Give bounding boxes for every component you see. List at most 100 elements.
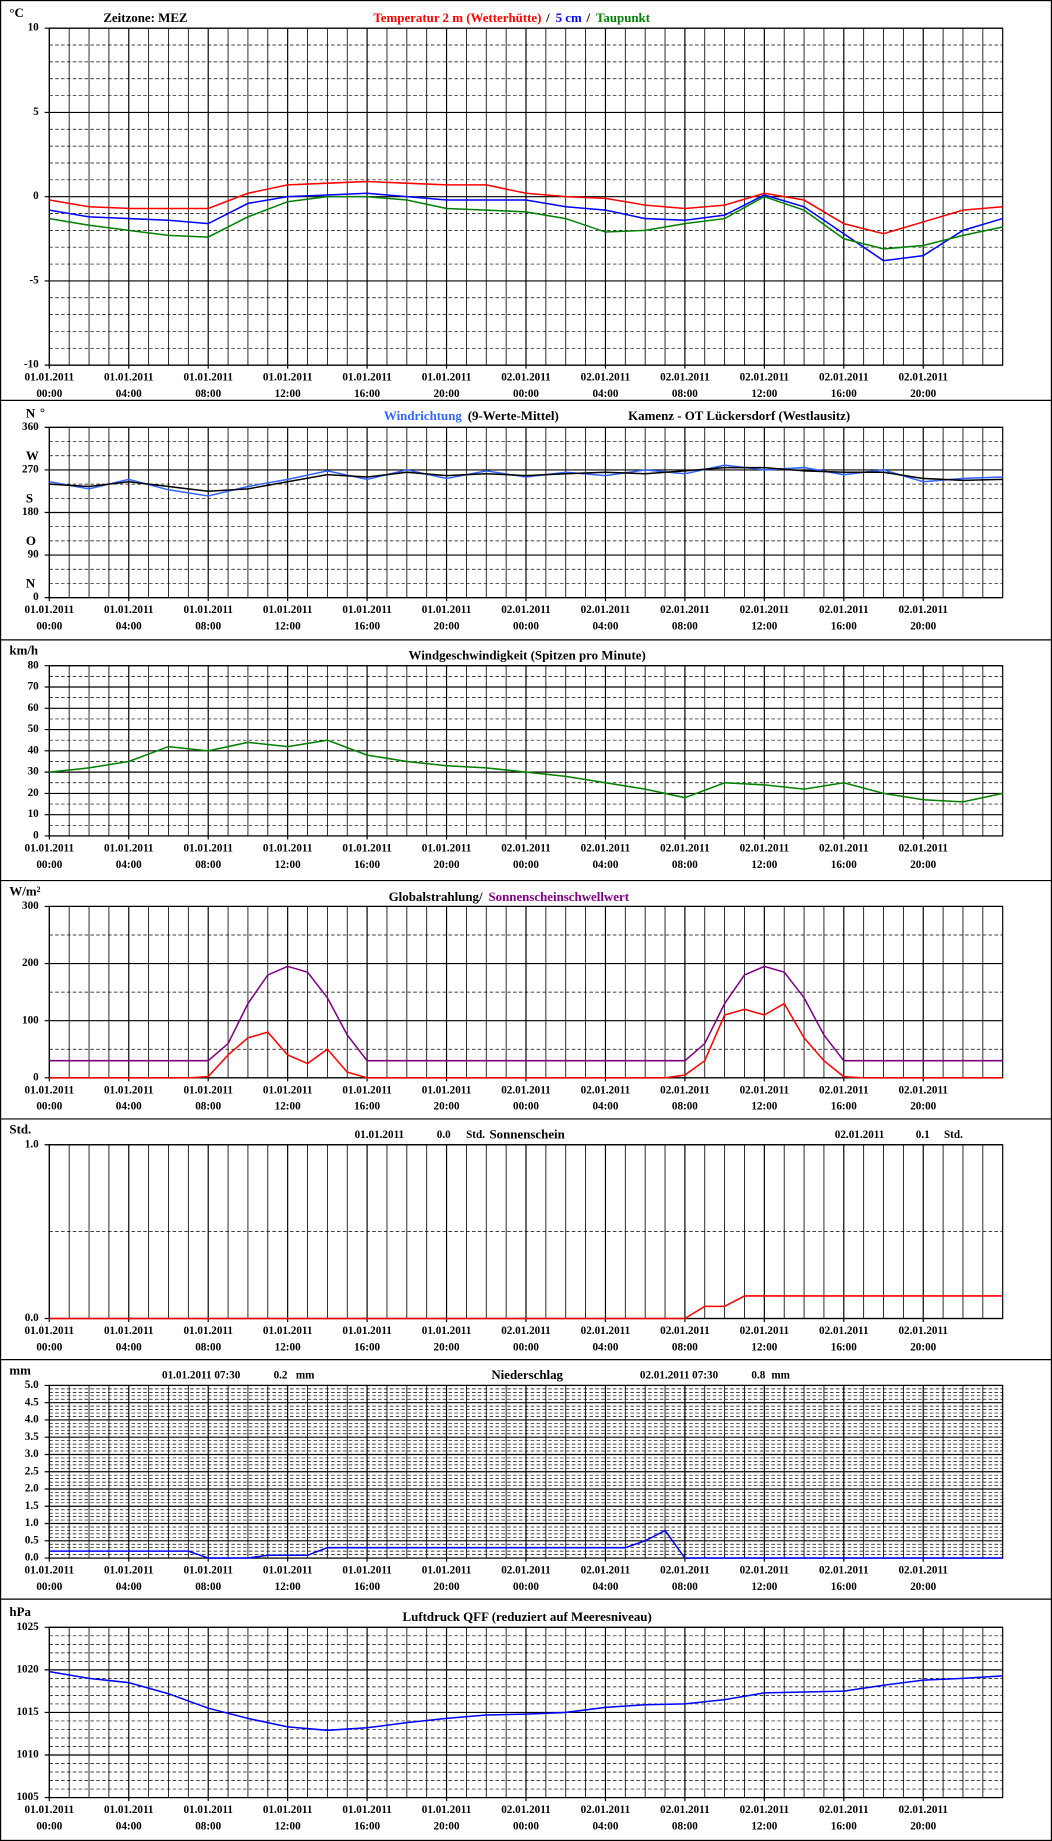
x-tick-label: 12:00 [751,388,777,400]
x-tick-date: 02.01.2011 [581,1325,631,1337]
legend: Globalstrahlung/ Sonnenscheinschwellwert [389,889,630,904]
x-tick-label: 20:00 [910,621,936,633]
x-tick-label: 16:00 [831,1820,857,1832]
x-tick-label: 16:00 [831,1581,857,1593]
x-tick-label: 04:00 [592,1341,618,1353]
chart-title: Windgeschwindigkeit (Spitzen pro Minute) [409,647,646,662]
x-tick-date: 01.01.2011 [422,1084,472,1096]
x-tick-date: 01.01.2011 [104,1565,154,1577]
legend-entry: Taupunkt [596,10,651,25]
x-tick-date: 02.01.2011 [819,372,869,384]
x-tick-date: 02.01.2011 [501,1565,551,1577]
chart-title: Luftdruck QFF (reduziert auf Meeresnivea… [403,1609,652,1624]
x-tick-label: 04:00 [592,1581,618,1593]
x-tick-date: 01.01.2011 [342,1084,392,1096]
y-tick-label: 2.0 [25,1483,39,1495]
series-line [49,195,1003,250]
x-tick-date: 02.01.2011 [660,1565,710,1577]
legend-entry: Globalstrahlung [389,889,480,904]
x-tick-label: 12:00 [275,1341,301,1353]
x-tick-date: 02.01.2011 [740,842,790,854]
x-tick-date: 01.01.2011 [342,842,392,854]
x-tick-date: 01.01.2011 [263,372,313,384]
x-tick-label: 20:00 [910,859,936,871]
x-tick-label: 04:00 [116,859,142,871]
legend: Temperatur 2 m (Wetterhütte) / 5 cm / Taupun… [373,10,650,25]
x-tick-label: 08:00 [672,621,698,633]
x-tick-label: 20:00 [434,388,460,400]
chart-title: Niederschlag [491,1367,563,1382]
y-tick-label: 200 [22,957,39,969]
y-tick-label: 5.0 [25,1379,39,1391]
x-tick-date: 01.01.2011 [422,1565,472,1577]
y-tick-label: 0 [33,591,39,603]
x-tick-label: 20:00 [910,1820,936,1832]
compass-label: N [26,405,36,420]
y-tick-label: 100 [22,1014,39,1026]
y-tick-label: -5 [29,274,39,286]
y-unit: W/m² [9,883,40,898]
summary-unit: Std. [466,1129,485,1141]
x-tick-date: 02.01.2011 [898,604,948,616]
y-tick-label: 0.0 [25,1312,39,1324]
y-tick-label: 90 [28,549,40,561]
x-tick-label: 08:00 [195,388,221,400]
x-tick-label: 00:00 [36,1581,62,1593]
x-tick-label: 04:00 [592,621,618,633]
x-tick-date: 01.01.2011 [342,1565,392,1577]
y-tick-label: 10 [28,22,40,34]
x-tick-date: 02.01.2011 [660,1084,710,1096]
x-tick-label: 08:00 [672,1341,698,1353]
x-tick-date: 02.01.2011 [581,1565,631,1577]
legend-separator: / [545,10,550,25]
x-tick-date: 02.01.2011 [819,604,869,616]
x-tick-label: 12:00 [275,388,301,400]
x-tick-date: 02.01.2011 [819,1804,869,1816]
x-tick-date: 02.01.2011 [501,1084,551,1096]
x-tick-date: 02.01.2011 [581,604,631,616]
x-tick-date: 02.01.2011 [740,1325,790,1337]
x-tick-date: 01.01.2011 [25,1804,75,1816]
x-tick-date: 02.01.2011 [581,1804,631,1816]
x-tick-label: 08:00 [195,1820,221,1832]
y-tick-label: 300 [22,900,39,912]
x-tick-label: 20:00 [910,388,936,400]
x-tick-date: 01.01.2011 [263,1565,313,1577]
x-tick-label: 04:00 [116,388,142,400]
y-tick-label: 10 [28,808,40,820]
series-line [49,965,1003,1062]
x-tick-label: 20:00 [434,1101,460,1113]
x-tick-date: 01.01.2011 [263,604,313,616]
x-tick-date: 02.01.2011 [740,372,790,384]
x-tick-date: 01.01.2011 [104,1325,154,1337]
x-tick-label: 08:00 [195,1581,221,1593]
x-tick-date: 01.01.2011 [25,1084,75,1096]
x-tick-date: 01.01.2011 [183,1565,233,1577]
x-tick-date: 01.01.2011 [104,1084,154,1096]
compass-label: N [26,576,36,591]
x-tick-date: 01.01.2011 [422,604,472,616]
x-tick-label: 20:00 [434,859,460,871]
x-tick-label: 16:00 [831,388,857,400]
summary-total: 0.0 [437,1129,451,1141]
x-tick-label: 04:00 [592,859,618,871]
y-tick-label: 1.0 [25,1517,39,1529]
y-unit: ° [40,404,45,419]
x-tick-label: 16:00 [354,1820,380,1832]
summary-date: 01.01.2011 [355,1129,405,1141]
x-tick-label: 00:00 [36,859,62,871]
x-tick-label: 04:00 [116,1820,142,1832]
summary-unit: Std. [944,1129,963,1141]
x-tick-label: 16:00 [831,1101,857,1113]
x-tick-label: 04:00 [592,1820,618,1832]
x-tick-label: 00:00 [513,1581,539,1593]
x-tick-label: 16:00 [354,1101,380,1113]
x-tick-date: 01.01.2011 [422,1804,472,1816]
x-tick-date: 01.01.2011 [263,1325,313,1337]
x-tick-label: 04:00 [116,1101,142,1113]
x-tick-date: 01.01.2011 [422,1325,472,1337]
x-tick-date: 01.01.2011 [183,842,233,854]
legend-entry: Windrichtung [384,408,462,423]
x-tick-date: 01.01.2011 [25,842,75,854]
